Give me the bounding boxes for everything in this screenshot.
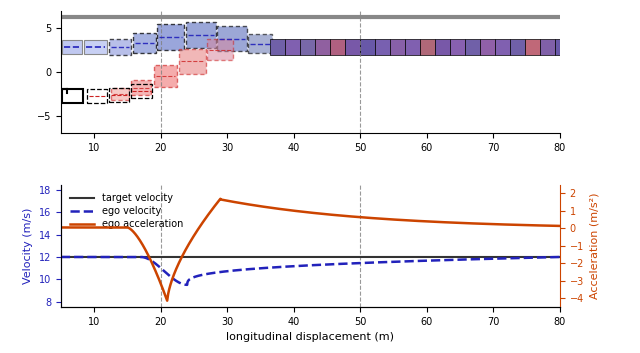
Bar xyxy=(330,40,345,55)
Bar xyxy=(131,80,150,95)
Bar xyxy=(111,88,129,100)
Bar xyxy=(217,26,247,51)
Bar xyxy=(157,24,184,50)
Bar xyxy=(132,33,156,53)
Bar xyxy=(300,40,315,55)
Bar xyxy=(525,40,540,55)
Bar xyxy=(316,40,330,55)
Bar xyxy=(480,40,495,55)
Bar xyxy=(131,84,152,98)
Bar xyxy=(435,40,450,55)
Legend: target velocity, ego velocity, ego acceleration: target velocity, ego velocity, ego accel… xyxy=(66,190,187,233)
Bar xyxy=(248,34,272,53)
Y-axis label: Acceleration (m/s²): Acceleration (m/s²) xyxy=(589,193,600,299)
Bar xyxy=(109,40,131,55)
Bar xyxy=(154,65,177,87)
Bar xyxy=(346,40,360,55)
Bar xyxy=(450,40,465,55)
Bar xyxy=(465,40,480,55)
Bar xyxy=(186,22,216,48)
Bar xyxy=(179,49,206,74)
Bar xyxy=(375,40,390,55)
Bar xyxy=(62,40,82,54)
Bar xyxy=(109,88,129,102)
Bar xyxy=(207,40,232,60)
Bar xyxy=(420,40,435,55)
Bar xyxy=(390,40,405,55)
Bar xyxy=(495,40,509,55)
Bar xyxy=(360,40,375,55)
Y-axis label: Velocity (m/s): Velocity (m/s) xyxy=(23,208,33,284)
Bar xyxy=(84,40,108,54)
Bar xyxy=(285,40,300,55)
X-axis label: longitudinal displacement (m): longitudinal displacement (m) xyxy=(227,333,394,342)
Bar xyxy=(271,40,285,55)
Bar xyxy=(510,40,525,55)
Bar xyxy=(62,89,83,103)
Bar xyxy=(555,40,570,55)
Bar xyxy=(540,40,555,55)
Bar xyxy=(88,89,108,103)
Bar xyxy=(405,40,420,55)
